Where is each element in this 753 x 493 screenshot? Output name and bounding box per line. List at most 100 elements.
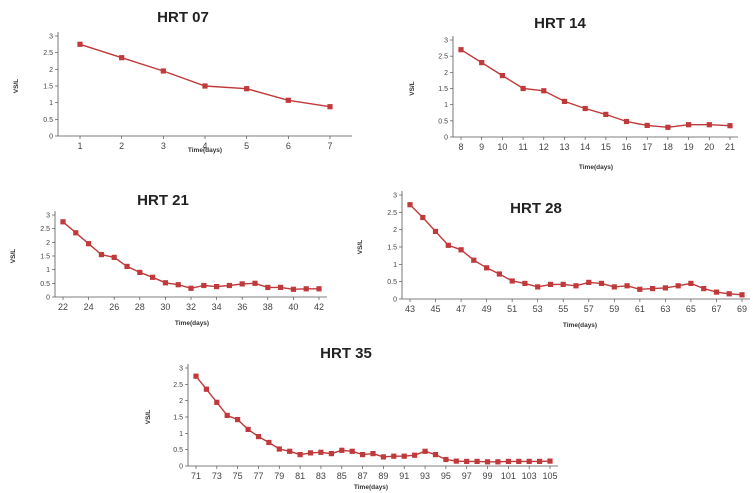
x-tick-label: 30 <box>160 302 170 312</box>
data-point <box>316 286 322 292</box>
data-point <box>339 447 345 453</box>
data-point <box>598 280 605 286</box>
chart-title: HRT 35 <box>320 345 372 362</box>
x-tick-label: 71 <box>191 471 201 481</box>
data-point <box>86 241 92 247</box>
data-point <box>303 286 309 292</box>
data-point <box>137 269 143 275</box>
x-tick-label: 24 <box>84 302 94 312</box>
y-tick-label: 1.5 <box>438 86 448 93</box>
x-tick-label: 2 <box>119 141 124 151</box>
x-tick-label: 38 <box>263 302 273 312</box>
data-point <box>505 458 511 464</box>
x-tick-label: 43 <box>405 304 415 314</box>
chart-title: HRT 21 <box>137 192 189 209</box>
data-point <box>124 263 130 269</box>
data-point <box>202 83 208 89</box>
data-point <box>445 242 451 248</box>
y-axis-label: VS/L <box>10 249 17 263</box>
data-point <box>675 283 681 289</box>
x-tick-label: 8 <box>458 142 463 152</box>
x-tick-label: 14 <box>580 142 590 152</box>
data-point <box>290 286 296 292</box>
x-tick-label: 105 <box>542 471 557 481</box>
data-point <box>688 280 694 286</box>
data-point <box>226 282 232 289</box>
x-tick-label: 13 <box>559 142 569 152</box>
y-tick-label: 2 <box>46 240 50 247</box>
x-tick-label: 51 <box>507 304 517 314</box>
y-tick-label: 2 <box>393 227 397 234</box>
chart-panel-hrt-28: HRT 28 0 0.5 1 1.5 2 2.5 3 43 45 47 49 51 53 55 57 59 61 6… <box>357 191 750 329</box>
data-point <box>73 230 79 236</box>
data-point <box>380 454 386 460</box>
x-tick-label: 53 <box>533 304 543 314</box>
data-point <box>547 281 554 287</box>
data-point <box>611 284 617 290</box>
x-tick-label: 81 <box>295 471 305 481</box>
data-point <box>328 451 334 457</box>
data-point <box>520 85 526 92</box>
data-point <box>245 426 251 432</box>
x-tick-label: 26 <box>109 302 119 312</box>
x-tick-label: 61 <box>635 304 645 314</box>
data-point <box>307 450 314 456</box>
data-point <box>650 286 656 292</box>
x-tick-label: 21 <box>725 142 735 152</box>
x-tick-label: 42 <box>314 302 324 312</box>
data-point <box>464 458 470 464</box>
data-point <box>624 283 630 289</box>
data-point <box>662 285 668 291</box>
data-point <box>77 41 83 47</box>
data-point <box>484 459 491 465</box>
data-point <box>407 202 413 208</box>
data-point <box>516 458 522 464</box>
data-point <box>535 284 541 290</box>
data-point <box>432 228 439 234</box>
data-point <box>401 453 407 459</box>
y-tick-label: 1 <box>46 267 50 274</box>
x-tick-label: 69 <box>737 304 747 314</box>
x-tick-label: 99 <box>483 471 493 481</box>
data-point <box>726 291 732 297</box>
y-tick-label: 1.5 <box>43 84 53 91</box>
data-point <box>188 285 194 291</box>
data-point <box>453 458 459 464</box>
data-point <box>526 458 532 464</box>
chart-title: HRT 28 <box>510 200 562 217</box>
x-axis-label: Time(days) <box>354 484 388 491</box>
x-tick-label: 4 <box>202 141 207 151</box>
x-tick-label: 47 <box>456 304 466 314</box>
data-point <box>573 283 579 289</box>
x-axis-label: Time(days) <box>175 320 209 327</box>
y-axis-label: VS/L <box>13 79 20 93</box>
x-tick-label: 20 <box>704 142 714 152</box>
data-point <box>285 97 291 103</box>
x-tick-label: 63 <box>660 304 670 314</box>
x-tick-label: 103 <box>522 471 537 481</box>
data-point <box>701 286 707 292</box>
x-tick-label: 87 <box>358 471 368 481</box>
data-point <box>239 281 245 287</box>
data-point <box>422 448 428 454</box>
data-point <box>471 257 477 263</box>
data-point <box>644 122 650 128</box>
x-tick-label: 1 <box>77 141 82 151</box>
data-point <box>458 247 464 253</box>
y-tick-label: 2.5 <box>438 54 448 61</box>
y-tick-label: 2 <box>49 67 53 74</box>
data-point <box>297 452 303 458</box>
x-axis-label: Time(days) <box>188 147 222 154</box>
y-tick-label: 0.5 <box>40 281 50 288</box>
data-point <box>537 458 543 464</box>
y-axis-label: VS/L <box>145 410 152 424</box>
y-tick-label: 3 <box>49 34 53 41</box>
x-tick-label: 3 <box>161 141 166 151</box>
x-tick-label: 77 <box>253 471 263 481</box>
y-tick-label: 3 <box>46 213 50 220</box>
data-point <box>582 105 588 112</box>
data-point <box>266 439 272 446</box>
y-tick-label: 0.5 <box>387 279 397 286</box>
x-tick-label: 32 <box>186 302 196 312</box>
